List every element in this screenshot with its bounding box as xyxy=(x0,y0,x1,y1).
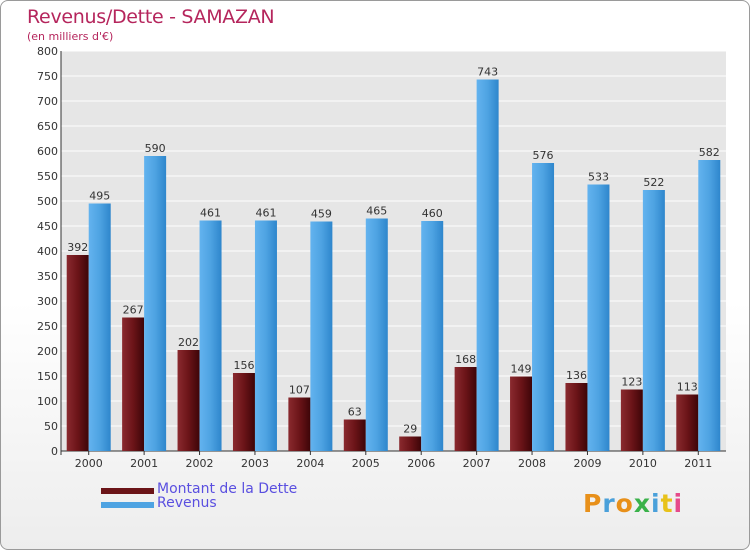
legend-swatch-dette xyxy=(101,488,154,494)
data-label: 107 xyxy=(289,384,310,397)
y-tick-label: 650 xyxy=(37,120,58,133)
data-label: 533 xyxy=(588,171,609,184)
bar-revenus xyxy=(698,160,721,451)
data-label: 136 xyxy=(566,369,587,382)
bar-revenus xyxy=(421,221,444,451)
logo-letter: o xyxy=(615,489,634,518)
chart-title: Revenus/Dette - SAMAZAN xyxy=(27,6,275,28)
bar-dette xyxy=(454,367,477,451)
legend-swatch-revenus xyxy=(101,502,154,508)
data-label: 392 xyxy=(67,241,88,254)
data-label: 149 xyxy=(511,363,532,376)
y-tick-label: 800 xyxy=(37,45,58,58)
bar-revenus xyxy=(310,221,333,451)
x-tick-label: 2005 xyxy=(352,457,380,470)
x-tick-label: 2006 xyxy=(407,457,435,470)
y-tick-label: 500 xyxy=(37,195,58,208)
legend-label-revenus: Revenus xyxy=(157,495,217,511)
x-tick-label: 2008 xyxy=(518,457,546,470)
bar-dette xyxy=(288,397,311,451)
y-tick-label: 600 xyxy=(37,145,58,158)
legend-label-dette: Montant de la Dette xyxy=(157,481,298,497)
x-tick-label: 2002 xyxy=(186,457,214,470)
x-tick-label: 2000 xyxy=(75,457,103,470)
bar-revenus xyxy=(532,163,555,451)
x-tick-label: 2010 xyxy=(629,457,657,470)
data-label: 522 xyxy=(643,176,664,189)
data-label: 267 xyxy=(123,304,144,317)
bar-dette xyxy=(177,350,200,451)
bar-revenus xyxy=(476,79,499,451)
data-label: 465 xyxy=(366,205,387,218)
y-tick-label: 0 xyxy=(51,445,58,458)
y-tick-label: 200 xyxy=(37,345,58,358)
data-label: 202 xyxy=(178,336,199,349)
data-label: 590 xyxy=(145,142,166,155)
y-tick-label: 450 xyxy=(37,220,58,233)
y-tick-label: 350 xyxy=(37,270,58,283)
data-label: 63 xyxy=(348,406,362,419)
bar-dette xyxy=(676,394,699,451)
bar-dette xyxy=(232,373,255,451)
y-tick-label: 400 xyxy=(37,245,58,258)
y-tick-label: 50 xyxy=(44,420,58,433)
data-label: 495 xyxy=(89,190,110,203)
y-tick-label: 150 xyxy=(37,370,58,383)
y-tick-label: 250 xyxy=(37,320,58,333)
y-tick-label: 700 xyxy=(37,95,58,108)
bar-revenus xyxy=(642,190,665,451)
y-tick-label: 550 xyxy=(37,170,58,183)
data-label: 459 xyxy=(311,208,332,221)
bar-dette xyxy=(620,389,643,451)
data-label: 460 xyxy=(422,207,443,220)
y-tick-label: 300 xyxy=(37,295,58,308)
y-tick-label: 750 xyxy=(37,70,58,83)
bar-revenus xyxy=(254,220,277,451)
data-label: 461 xyxy=(200,207,221,220)
data-label: 576 xyxy=(533,149,554,162)
logo-letter: i xyxy=(651,489,661,518)
bar-dette xyxy=(122,317,145,451)
proxiti-logo: Proxiti xyxy=(583,489,683,518)
chart-subtitle: (en milliers d'€) xyxy=(27,30,114,43)
bar-dette xyxy=(399,436,422,451)
logo-letter: P xyxy=(583,489,603,518)
logo-letter: x xyxy=(633,489,651,518)
bar-dette xyxy=(565,383,588,451)
bar-dette xyxy=(343,419,366,451)
data-label: 113 xyxy=(677,381,698,394)
logo-letter: i xyxy=(673,489,684,518)
x-tick-label: 2001 xyxy=(130,457,158,470)
data-label: 582 xyxy=(699,146,720,159)
bar-dette xyxy=(66,255,89,451)
bar-revenus xyxy=(88,203,111,451)
logo-letter: t xyxy=(660,489,674,518)
data-label: 29 xyxy=(403,423,417,436)
y-tick-label: 100 xyxy=(37,395,58,408)
x-tick-label: 2003 xyxy=(241,457,269,470)
logo-letter: r xyxy=(602,489,616,518)
bar-revenus xyxy=(144,156,167,451)
bar-revenus xyxy=(199,220,222,451)
bar-revenus xyxy=(587,184,610,451)
data-label: 168 xyxy=(455,353,476,366)
x-tick-label: 2007 xyxy=(463,457,491,470)
data-label: 156 xyxy=(233,359,254,372)
data-label: 123 xyxy=(621,376,642,389)
x-tick-label: 2011 xyxy=(684,457,712,470)
bar-dette xyxy=(510,376,533,451)
x-tick-label: 2004 xyxy=(296,457,324,470)
x-tick-label: 2009 xyxy=(573,457,601,470)
data-label: 743 xyxy=(477,66,498,79)
bar-revenus xyxy=(365,218,388,451)
data-label: 461 xyxy=(255,207,276,220)
